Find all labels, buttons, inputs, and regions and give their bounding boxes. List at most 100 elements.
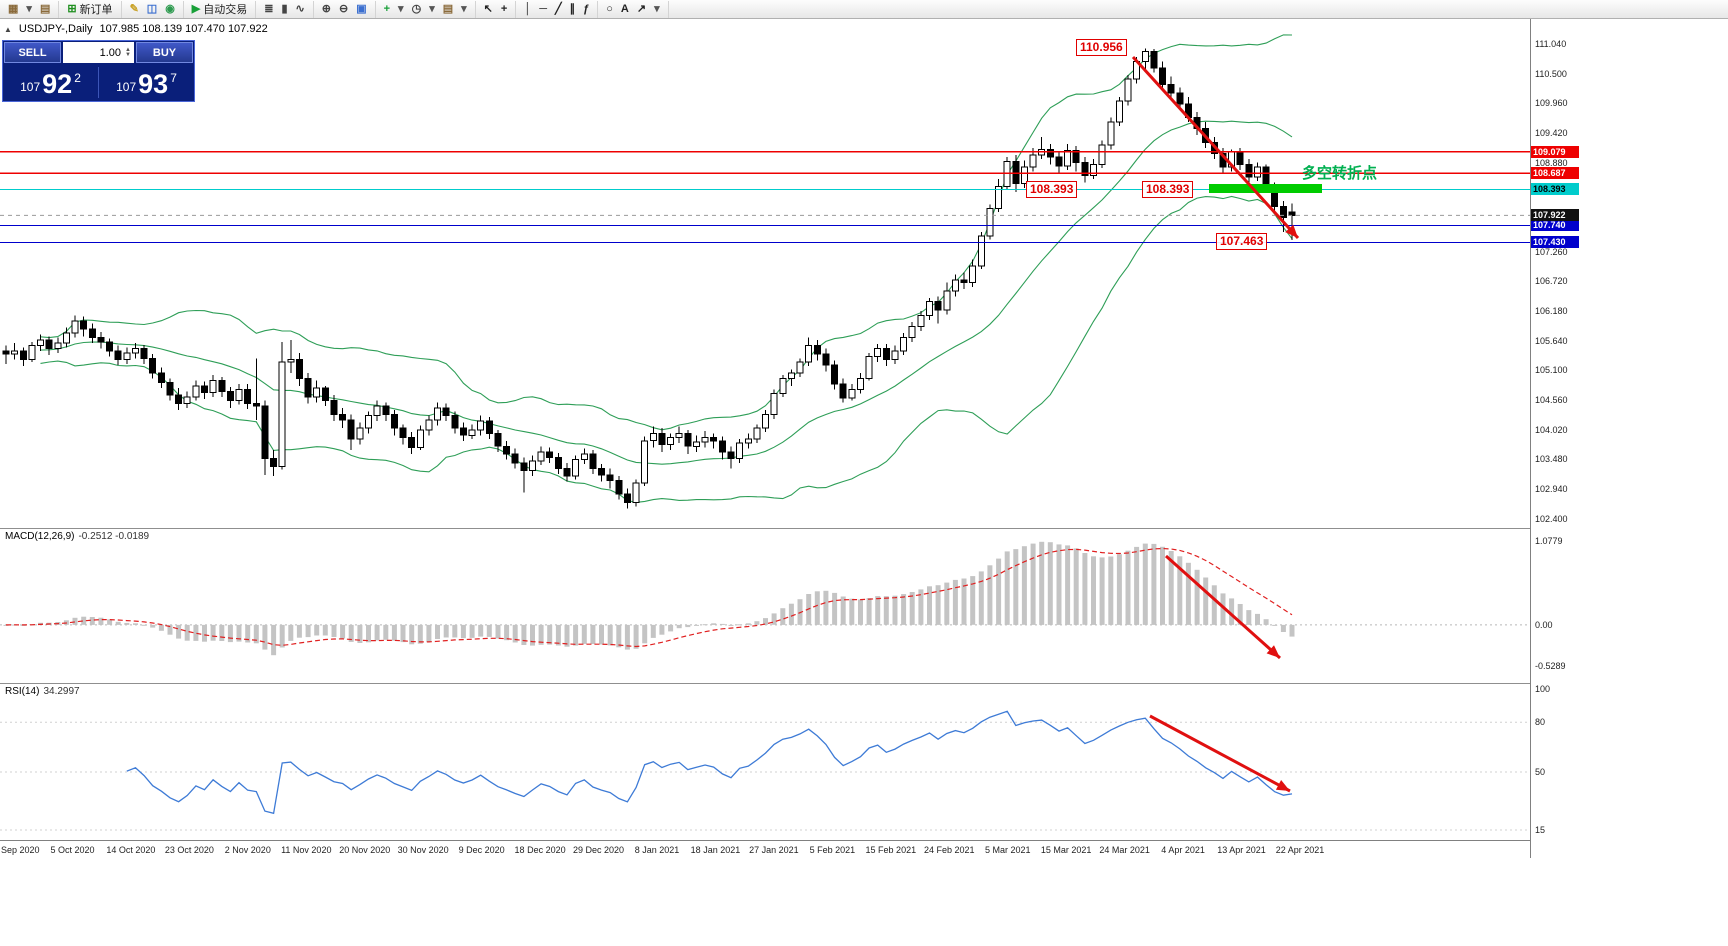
candle-body bbox=[442, 407, 450, 416]
macd-histogram-bar bbox=[314, 624, 320, 636]
macd-histogram-bar bbox=[788, 603, 794, 625]
volume-value[interactable]: 1.00 bbox=[99, 46, 122, 59]
rsi-panel[interactable] bbox=[0, 683, 1530, 840]
price-axis[interactable]: 111.040 110.500 109.960 109.420 108.880 107.2… bbox=[1530, 19, 1592, 858]
chart-title: ▲ USDJPY-,Daily 107.985 108.139 107.470 … bbox=[4, 23, 268, 35]
date-axis[interactable]: 24 Sep 2020 5 Oct 2020 14 Oct 2020 23 Oct 2… bbox=[0, 840, 1530, 858]
candle-body bbox=[1141, 51, 1149, 63]
metaeditor-icon[interactable]: ✎ bbox=[126, 2, 143, 17]
cursor-icon[interactable]: ↖ bbox=[480, 2, 497, 17]
candle-body bbox=[157, 372, 165, 384]
panel-splitter[interactable] bbox=[0, 528, 1530, 529]
candle-body bbox=[287, 359, 295, 363]
macd-histogram-bar bbox=[340, 624, 346, 639]
macd-histogram-bar bbox=[400, 624, 406, 643]
trendline-icon[interactable]: ╱ bbox=[551, 2, 566, 17]
candle-body bbox=[11, 350, 19, 355]
one-click-toggle-icon[interactable]: ▲ bbox=[4, 24, 12, 34]
trend-arrow[interactable] bbox=[1131, 55, 1300, 240]
volume-input[interactable]: 1.00 ▲ ▼ bbox=[63, 42, 134, 63]
market-watch-icon[interactable]: ◫ bbox=[143, 2, 161, 17]
price-tag: 107.430 bbox=[1531, 236, 1579, 249]
turning-point-highlight-bar[interactable] bbox=[1209, 184, 1322, 193]
templates-dropdown-icon[interactable]: ▾ bbox=[457, 2, 471, 17]
navigator-icon[interactable]: ◉ bbox=[161, 2, 179, 17]
price-tick: 102.400 bbox=[1535, 513, 1568, 524]
macd-histogram-bar bbox=[866, 598, 872, 625]
new-order-button[interactable]: ⊞ 新订单 bbox=[63, 0, 116, 19]
zoom-in-icon: ⊕ bbox=[321, 2, 331, 15]
new-chart-dropdown-icon[interactable]: ▾ bbox=[22, 2, 36, 17]
templates-icon[interactable]: ▤ bbox=[439, 2, 457, 17]
date-tick: 27 Jan 2021 bbox=[749, 845, 799, 855]
macd-histogram-bar bbox=[271, 624, 277, 656]
macd-tick: 0.00 bbox=[1535, 619, 1553, 630]
volume-spinner[interactable]: ▲ ▼ bbox=[125, 46, 131, 58]
zoom-out-icon[interactable]: ⊖ bbox=[335, 2, 352, 17]
price-flag-label[interactable]: 108.393 bbox=[1026, 181, 1078, 198]
trend-arrow[interactable] bbox=[1149, 714, 1291, 793]
periods-dropdown-icon[interactable]: ▾ bbox=[425, 2, 439, 17]
bar-chart-icon[interactable]: ≣ bbox=[260, 2, 277, 17]
new-chart-icon[interactable]: ▦ bbox=[4, 2, 22, 17]
candle-body bbox=[554, 456, 562, 469]
date-tick: 24 Feb 2021 bbox=[923, 845, 975, 855]
fibonacci-icon[interactable]: ƒ bbox=[579, 2, 593, 17]
panel-splitter[interactable] bbox=[0, 683, 1530, 684]
metaeditor-icon: ✎ bbox=[129, 2, 139, 15]
price-tag: 107.740 bbox=[1531, 219, 1579, 232]
macd-histogram-bar bbox=[927, 586, 932, 625]
line-chart-icon[interactable]: ∿ bbox=[292, 2, 309, 17]
periods-icon[interactable]: ◷ bbox=[408, 2, 426, 17]
sell-price-display[interactable]: 107 92 2 bbox=[3, 64, 98, 101]
indicators-dropdown-icon[interactable]: ▾ bbox=[394, 2, 408, 17]
macd-histogram-bar bbox=[158, 624, 164, 631]
crosshair-icon[interactable]: + bbox=[497, 2, 511, 17]
zoom-in-icon[interactable]: ⊕ bbox=[318, 2, 335, 17]
candlestick-chart-icon[interactable]: ▮ bbox=[277, 2, 291, 17]
turning-point-note[interactable]: 多空转折点 bbox=[1302, 165, 1378, 182]
price-chart-panel[interactable] bbox=[0, 24, 1530, 528]
candle-body bbox=[520, 462, 528, 471]
toolbar-group: ✎ ◫ ◉ bbox=[122, 0, 184, 18]
candle-body bbox=[917, 315, 925, 327]
spinner-down-icon[interactable]: ▼ bbox=[125, 51, 131, 58]
macd-histogram-bar bbox=[521, 624, 527, 645]
macd-histogram-bar bbox=[219, 624, 225, 641]
price-flag-label[interactable]: 107.463 bbox=[1216, 233, 1268, 250]
toolbar-group: ▶ 自动交易 bbox=[184, 0, 257, 19]
price-flag-label[interactable]: 110.956 bbox=[1076, 39, 1127, 56]
shapes-icon[interactable]: ○ bbox=[602, 2, 617, 17]
indicators-icon[interactable]: + bbox=[380, 2, 394, 17]
macd-histogram-bar bbox=[1142, 543, 1148, 625]
price-flag-label[interactable]: 108.393 bbox=[1142, 181, 1194, 198]
channel-icon[interactable]: ∥ bbox=[566, 2, 580, 17]
macd-histogram-bar bbox=[1013, 549, 1019, 625]
vertical-line-icon[interactable]: │ bbox=[520, 2, 535, 17]
text-label-icon[interactable]: A bbox=[617, 2, 633, 17]
macd-histogram-bar bbox=[1185, 562, 1191, 625]
rsi-tick: 50 bbox=[1535, 766, 1546, 777]
candle-body bbox=[382, 405, 390, 415]
macd-histogram-bar bbox=[210, 624, 216, 641]
tile-windows-icon[interactable]: ▣ bbox=[352, 2, 370, 17]
objects-dropdown-icon[interactable]: ▾ bbox=[650, 2, 664, 17]
date-tick: 15 Feb 2021 bbox=[865, 845, 917, 855]
buy-button[interactable]: BUY bbox=[136, 42, 193, 63]
arrow-object-icon[interactable]: ↗ bbox=[633, 2, 650, 17]
macd-histogram-bar bbox=[892, 595, 898, 625]
trend-arrow[interactable] bbox=[1164, 554, 1282, 660]
macd-panel[interactable] bbox=[0, 528, 1530, 683]
toolbar-group: ⊕ ⊖ ▣ bbox=[314, 0, 376, 18]
toolbar-group: ↖ + bbox=[476, 0, 517, 18]
profiles-icon[interactable]: ▤ bbox=[36, 2, 54, 17]
spinner-up-icon[interactable]: ▲ bbox=[125, 46, 131, 53]
autotrading-button[interactable]: ▶ 自动交易 bbox=[188, 0, 251, 19]
date-tick: 8 Jan 2021 bbox=[634, 845, 680, 855]
buy-price-display[interactable]: 107 93 7 bbox=[99, 64, 194, 101]
macd-histogram-bar bbox=[1177, 556, 1183, 625]
horizontal-line-icon[interactable]: ─ bbox=[535, 2, 551, 17]
sell-button[interactable]: SELL bbox=[4, 42, 61, 63]
candle-body bbox=[106, 341, 114, 352]
candle-body bbox=[805, 345, 813, 363]
